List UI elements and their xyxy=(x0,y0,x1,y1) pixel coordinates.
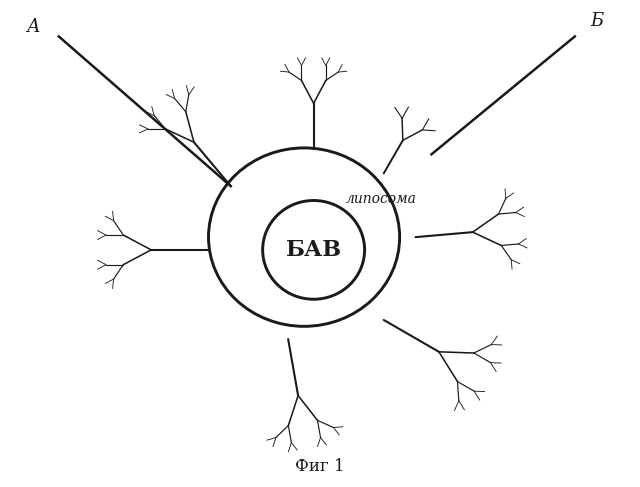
Text: липосома: липосома xyxy=(346,192,417,206)
Text: Б: Б xyxy=(591,12,604,30)
Text: Фиг 1: Фиг 1 xyxy=(295,458,345,475)
Text: А: А xyxy=(26,18,40,36)
Text: БАВ: БАВ xyxy=(285,239,342,261)
